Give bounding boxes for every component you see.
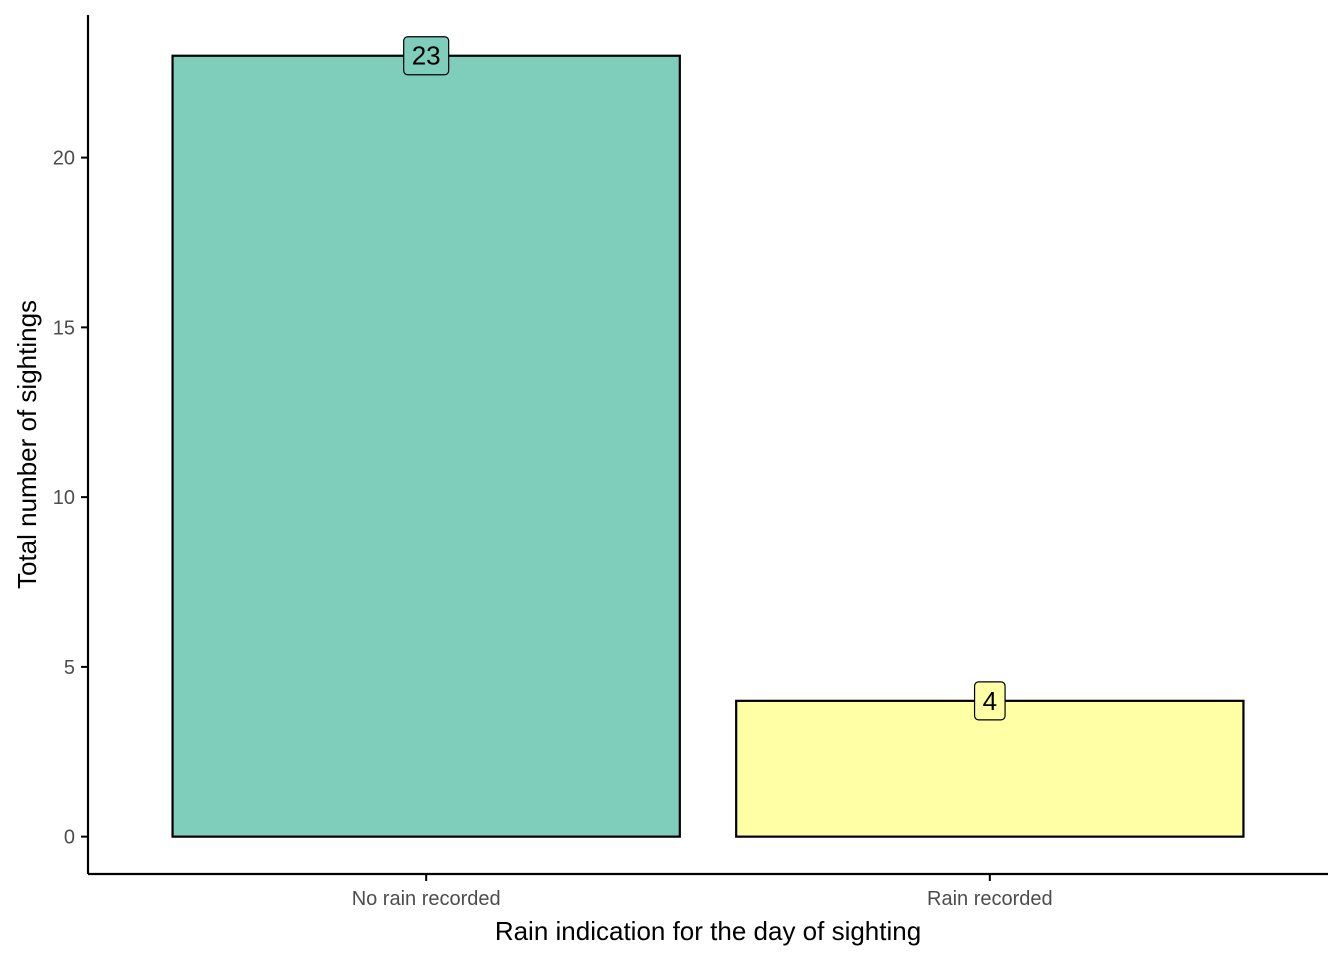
y-tick-label: 10 [53, 487, 75, 509]
x-tick-label: No rain recorded [352, 888, 501, 910]
bar-0 [171, 54, 681, 838]
y-tick-label: 0 [64, 827, 75, 849]
bars-layer [171, 54, 1245, 838]
data-label: 4 [983, 686, 997, 716]
bar-1 [735, 699, 1245, 838]
y-tick-label: 15 [53, 317, 75, 339]
x-ticks-layer: No rain recorded Rain recorded [352, 874, 1053, 910]
y-ticks-layer: 0 5 10 15 20 [53, 148, 88, 849]
y-tick-label: 5 [64, 657, 75, 679]
data-label: 23 [412, 41, 441, 71]
data-label-box [403, 36, 450, 76]
y-axis-title: Total number of sightings [12, 300, 42, 589]
y-tick-label: 20 [53, 148, 75, 170]
data-labels-layer: 23 4 [403, 36, 1006, 721]
x-axis-title: Rain indication for the day of sighting [495, 916, 921, 946]
x-tick-label: Rain recorded [927, 888, 1053, 910]
data-label-box [973, 681, 1006, 721]
